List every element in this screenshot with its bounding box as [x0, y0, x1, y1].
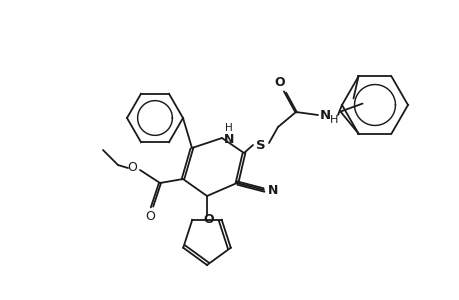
Text: O: O [145, 211, 155, 224]
Text: S: S [256, 139, 265, 152]
Text: O: O [274, 76, 285, 88]
Text: N: N [224, 133, 234, 146]
Text: N: N [319, 109, 330, 122]
Text: N: N [267, 184, 278, 197]
Text: H: H [224, 123, 232, 133]
Text: O: O [127, 160, 137, 173]
Text: O: O [203, 213, 214, 226]
Text: H: H [329, 115, 338, 125]
